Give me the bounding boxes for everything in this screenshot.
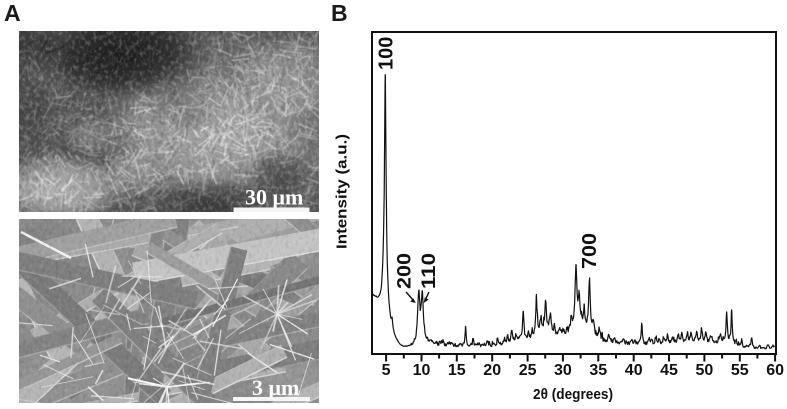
svg-text:110: 110 — [419, 253, 440, 289]
svg-text:100: 100 — [376, 37, 398, 70]
svg-text:55: 55 — [731, 362, 749, 379]
svg-text:35: 35 — [589, 362, 607, 379]
svg-text:30 μm: 30 μm — [245, 185, 303, 210]
svg-text:200: 200 — [395, 253, 416, 289]
svg-text:Intensity (a.u.): Intensity (a.u.) — [334, 134, 351, 249]
svg-text:60: 60 — [766, 362, 784, 379]
svg-text:5: 5 — [382, 362, 391, 379]
svg-text:40: 40 — [625, 362, 643, 379]
svg-text:15: 15 — [448, 362, 466, 379]
svg-text:700: 700 — [579, 233, 601, 269]
svg-text:20: 20 — [483, 362, 501, 379]
svg-text:2θ (degrees): 2θ (degrees) — [533, 387, 613, 403]
svg-text:50: 50 — [696, 362, 714, 379]
svg-text:25: 25 — [519, 362, 537, 379]
svg-text:30: 30 — [554, 362, 572, 379]
svg-text:45: 45 — [660, 362, 678, 379]
svg-text:3 μm: 3 μm — [252, 375, 299, 400]
svg-text:10: 10 — [413, 362, 431, 379]
